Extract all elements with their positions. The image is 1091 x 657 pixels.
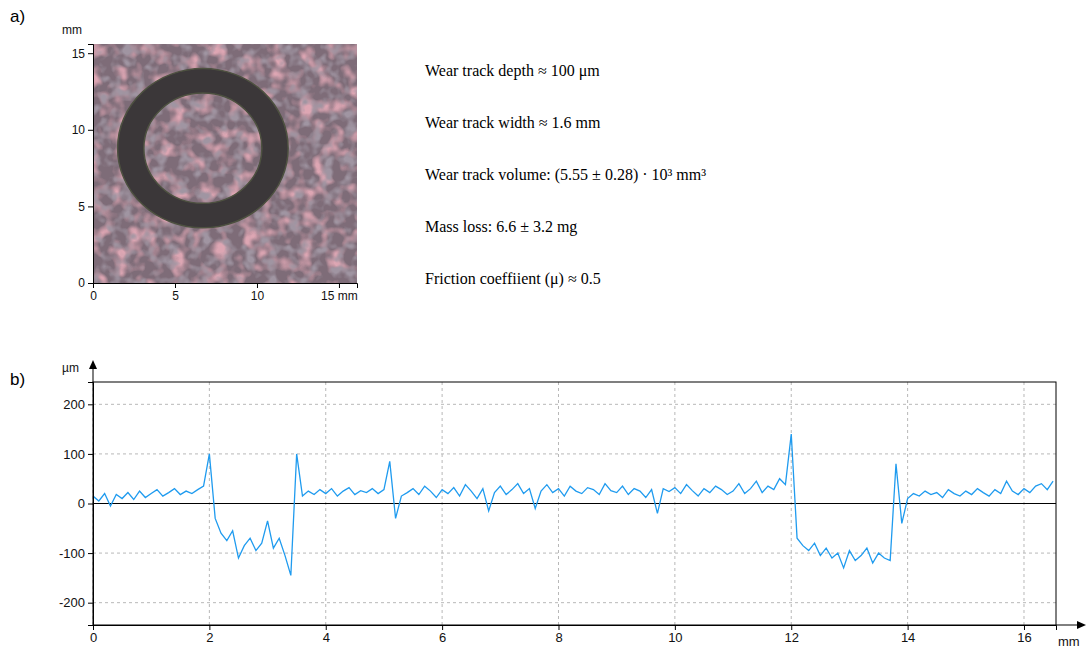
tick: 4	[323, 625, 330, 645]
tick-label: 5	[78, 200, 85, 214]
tick: 6	[439, 625, 446, 645]
tick: -100	[59, 546, 93, 561]
axis-title: mm	[1058, 634, 1080, 649]
tick-mark	[88, 603, 93, 604]
x-axis-line	[94, 284, 358, 289]
plot-frame	[93, 382, 1056, 625]
tick: 0	[90, 283, 97, 303]
surface-texture	[93, 44, 357, 283]
tick-label: -100	[59, 546, 85, 561]
tick-mark	[88, 454, 93, 455]
y-axis-line	[88, 383, 94, 626]
annotation: Mass loss: 6.6 ± 3.2 mg	[425, 218, 577, 236]
panel-label: a)	[10, 7, 25, 26]
tick-label: 15 mm	[321, 289, 358, 303]
tick-mark	[88, 553, 93, 554]
tick-mark	[257, 283, 258, 288]
zero-line	[93, 503, 1056, 504]
tick-mark	[88, 206, 93, 207]
tick-label: 0	[78, 496, 85, 511]
tick-label: 0	[78, 276, 85, 290]
sample-surface	[93, 44, 357, 283]
y-axis-line	[88, 45, 94, 284]
tick: 15	[72, 47, 93, 61]
figure: 0 5 10 15 mm 0 5 10 15 a) mm Wear track depth ≈ 10…	[0, 0, 1091, 657]
tick: -200	[59, 595, 93, 610]
x-axis: 0 5 10 15 mm	[90, 283, 358, 303]
surface-texture	[93, 44, 357, 283]
tick-label: 15	[72, 47, 86, 61]
grid-line	[93, 602, 1056, 603]
tick-label: 14	[901, 630, 915, 645]
tick: 2	[206, 625, 213, 645]
tick-mark	[88, 504, 93, 505]
tick-label: 10	[668, 630, 682, 645]
tick: 12	[785, 625, 799, 645]
tick-label: 8	[555, 630, 562, 645]
axis-title: mm	[62, 23, 82, 37]
tick: 10	[668, 625, 682, 645]
wear-track	[118, 68, 289, 227]
tick-mark	[88, 130, 93, 131]
tick-mark	[88, 53, 93, 54]
tick-label: 2	[206, 630, 213, 645]
annotation: Wear track depth ≈ 100 μm	[425, 62, 600, 80]
profile-line	[93, 434, 1053, 575]
plot-area	[93, 434, 1053, 575]
tick: 14	[901, 625, 915, 645]
tick-mark	[339, 283, 340, 288]
tick: 16	[1017, 625, 1031, 645]
tick-label: 200	[63, 397, 85, 412]
tick-label: 5	[172, 289, 179, 303]
tick-label: 6	[439, 630, 446, 645]
arrow-head	[1077, 621, 1086, 629]
tick-mark	[88, 404, 93, 405]
grid-line	[93, 404, 1056, 405]
annotation: Friction coeffiient (μ) ≈ 0.5	[425, 270, 601, 288]
axis-title: µm	[62, 361, 79, 375]
axis-arrow	[1056, 625, 1080, 626]
x-axis: 0 2 4 6 8 10 12 14 16	[90, 625, 1057, 645]
tick-label: 10	[72, 123, 86, 137]
tick-mark	[175, 283, 176, 288]
annotation: Wear track width ≈ 1.6 mm	[425, 114, 601, 131]
tick-label: -200	[59, 595, 85, 610]
tick: 200	[63, 397, 93, 412]
tick-label: 0	[90, 289, 97, 303]
image-area	[93, 44, 357, 283]
y-axis: -200 -100 0 100 200	[59, 383, 94, 626]
tick: 10	[72, 123, 93, 137]
tick: 5	[78, 200, 93, 214]
grid-line	[93, 453, 1056, 454]
tick: 15 mm	[321, 283, 358, 303]
tick: 0	[78, 496, 93, 511]
tick-label: 0	[90, 630, 97, 645]
grid	[93, 382, 1056, 625]
tick-label: 4	[323, 630, 330, 645]
tick: 10	[251, 283, 265, 303]
tick-label: 12	[785, 630, 799, 645]
y-axis: 0 5 10 15	[72, 45, 94, 291]
tick-label: 100	[63, 447, 85, 462]
tick-mark	[88, 283, 93, 284]
tick: 100	[63, 447, 93, 462]
tick-label: 10	[251, 289, 265, 303]
tick-label: 16	[1017, 630, 1031, 645]
panel-label: b)	[10, 370, 25, 389]
annotation: Wear track volume: (5.55 ± 0.28) · 10³ m…	[425, 166, 706, 184]
tick: 8	[555, 625, 562, 645]
arrow-head	[89, 360, 97, 369]
tick: 5	[172, 283, 179, 303]
tick: 0	[78, 276, 93, 290]
tick: 0	[90, 625, 97, 645]
